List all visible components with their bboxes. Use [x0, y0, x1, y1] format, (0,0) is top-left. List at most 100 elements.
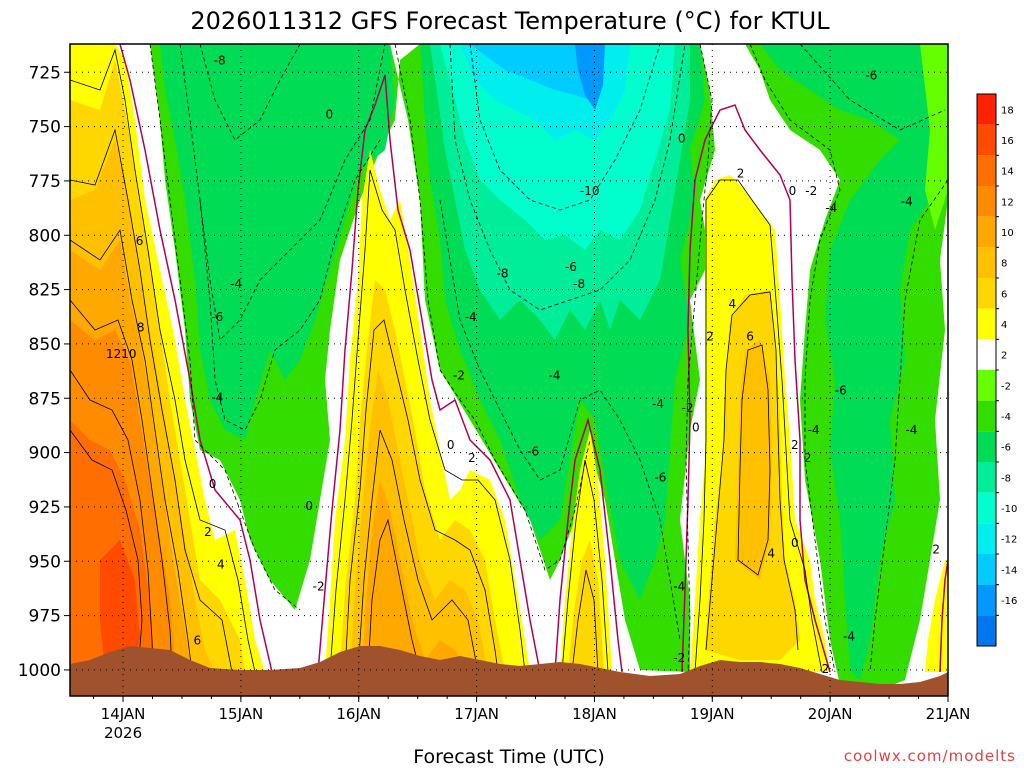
contour-label: -4: [673, 579, 685, 593]
x-tick-label: 19JAN: [690, 705, 735, 723]
contour-pos2-19jan: [694, 179, 823, 673]
colorbar-label: 16: [1001, 136, 1014, 147]
y-axis-ticks: 725 750 775 800 825 850 875 900 925 950 975 1000: [18, 63, 70, 681]
colorbar-swatch: [977, 400, 996, 432]
colorbar-swatch: [977, 431, 996, 462]
contour-label: -2: [682, 401, 694, 415]
contour-neg4-a: [199, 139, 381, 431]
colorbar-swatch: [977, 584, 996, 616]
contour-label: -4: [652, 397, 664, 411]
colorbar-label: -6: [1001, 443, 1011, 454]
contour-label: -4: [230, 277, 242, 291]
colorbar-swatch: [977, 615, 996, 646]
contour-label: -6: [835, 384, 847, 398]
contour-label: 2: [737, 166, 745, 180]
colorbar-label: -12: [1001, 535, 1017, 546]
contour-zero-18jan: [554, 417, 623, 673]
contour-label: 2: [804, 451, 812, 465]
contour-pos4-19jan: [705, 291, 799, 651]
region-warm-right: [925, 560, 948, 672]
colorbar: 18 16 14 12 10 8 6 4 2 -2 -4 -6 -8 -10 -12 -14 -16: [976, 93, 1017, 647]
contour-label: -6: [211, 310, 223, 324]
contour-label: 0: [692, 421, 700, 435]
region-warm-16jan-4: [362, 480, 468, 672]
contour-label: 6: [136, 234, 144, 248]
contour-label: 0: [325, 108, 333, 122]
colorbar-label: -14: [1001, 565, 1017, 576]
contour-label: -4: [465, 310, 477, 324]
contour-label: 0: [447, 438, 455, 452]
contour-pos4-left: [70, 128, 233, 673]
x-tick-label: 15JAN: [219, 705, 264, 723]
y-tick-label: 975: [29, 607, 61, 627]
region-cold-core-5: [470, 44, 600, 100]
contour-label: 4: [729, 297, 737, 311]
region-warm-19jan-3: [735, 340, 772, 580]
cold-contours: [149, 44, 948, 673]
contour-label: -8: [497, 266, 509, 280]
colorbar-label: -8: [1001, 473, 1011, 484]
region-cold-mid-inner: [160, 44, 395, 440]
x-tick-sub-label: 2026: [104, 724, 142, 742]
contour-pos2-left: [70, 48, 256, 673]
colorbar-swatch: [977, 308, 996, 340]
contour-label: -4: [843, 629, 855, 643]
region-warm-left-7: [100, 540, 140, 672]
y-tick-label: 950: [29, 552, 61, 572]
contour-neg4-c: [799, 44, 946, 131]
colorbar-label: 8: [1001, 259, 1007, 270]
colorbar-swatch: [977, 216, 996, 248]
grid-horizontal: [70, 71, 948, 671]
colorbar-label: 12: [1001, 197, 1014, 208]
region-cold-right-2: [920, 44, 948, 230]
colorbar-label: -4: [1001, 412, 1011, 423]
contour-pos6-left: [70, 228, 193, 673]
y-tick-label: 750: [29, 118, 61, 138]
contour-label: 0: [678, 132, 686, 146]
contour-label: 4: [767, 547, 775, 561]
y-tick-label: 725: [29, 63, 61, 83]
colorbar-swatch: [977, 186, 996, 217]
contour-label: -2: [805, 184, 817, 198]
x-tick-label: 14JAN: [101, 705, 146, 723]
contour-label: 6: [746, 329, 754, 343]
contour-label: 0: [305, 499, 313, 513]
contour-label: -2: [313, 579, 325, 593]
contour-pos8-left: [70, 299, 173, 673]
colorbar-label: -2: [1001, 381, 1011, 392]
x-tick-label: 17JAN: [454, 705, 499, 723]
credit-text: coolwx.com/modelts: [844, 747, 1016, 765]
contour-label: 10: [121, 347, 136, 361]
contour-label: 2: [822, 662, 830, 676]
contour-pos2-18jan: [561, 459, 609, 673]
contour-label: -4: [808, 423, 820, 437]
contour-label: 0: [209, 477, 217, 491]
y-tick-label: 900: [29, 444, 61, 464]
contour-label: -6: [565, 260, 577, 274]
region-cold-core-6: [575, 44, 605, 110]
x-tick-label: 16JAN: [336, 705, 381, 723]
contour-pos6-19jan: [737, 344, 771, 576]
contour-label: -10: [580, 184, 600, 198]
contour-pos4-18jan: [571, 569, 599, 673]
y-tick-label: 825: [29, 281, 61, 301]
colorbar-swatch: [977, 278, 996, 309]
colorbar-swatch: [977, 247, 996, 278]
colorbar-swatch: [977, 492, 996, 524]
contour-neg4-b: [439, 199, 681, 641]
colorbar-label: 6: [1001, 289, 1007, 300]
contour-pos2-16jan: [329, 169, 526, 673]
y-tick-label: 850: [29, 335, 61, 355]
contour-neg2-b: [394, 44, 591, 571]
colorbar-swatch: [977, 155, 996, 186]
contour-neg2-c: [685, 44, 713, 673]
colorbar-swatch: [977, 339, 996, 370]
contour-label: 2: [468, 451, 476, 465]
colorbar-label: 2: [1001, 351, 1007, 362]
chart-title: 2026011312 GFS Forecast Temperature (°C)…: [190, 7, 830, 35]
contour-label: -6: [654, 471, 666, 485]
contour-label: 2: [706, 329, 714, 343]
colorbar-label: -10: [1001, 504, 1017, 515]
contour-neg6-b: [449, 44, 686, 311]
